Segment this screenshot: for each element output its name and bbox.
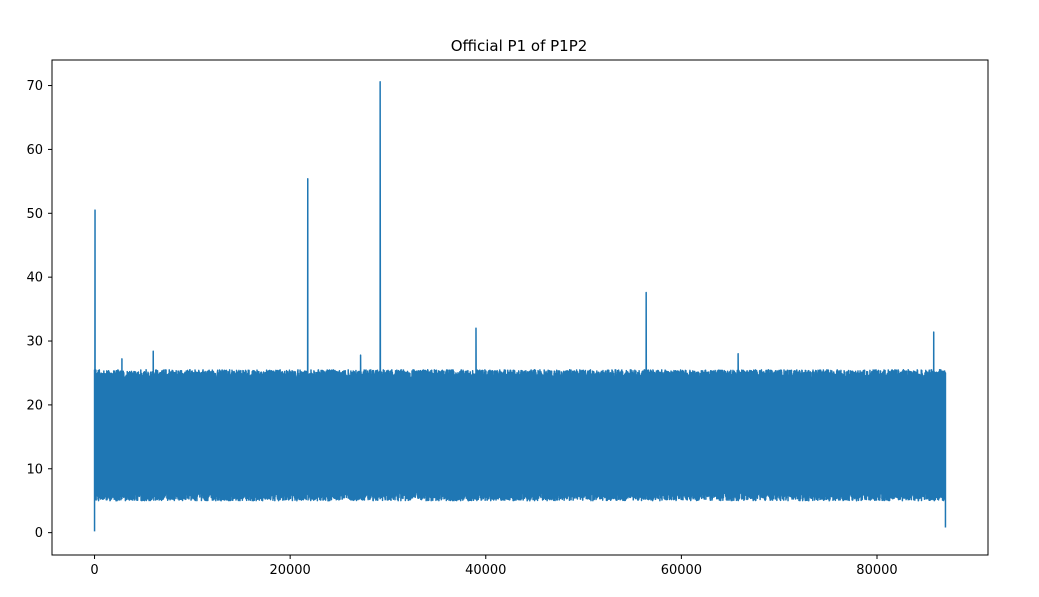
x-tick-label: 60000 — [661, 563, 702, 578]
x-tick-label: 0 — [90, 563, 98, 578]
x-tick-label: 20000 — [269, 563, 310, 578]
y-tick-label: 70 — [26, 79, 43, 94]
y-axis: 0 10 20 30 40 50 60 70 — [26, 79, 52, 541]
plot-area — [93, 80, 947, 532]
y-tick-label: 40 — [26, 271, 43, 286]
y-tick-label: 10 — [26, 462, 43, 477]
chart-title: Official P1 of P1P2 — [451, 37, 588, 55]
x-tick-label: 40000 — [465, 563, 506, 578]
x-tick-label: 80000 — [856, 563, 897, 578]
plot-frame — [51, 59, 989, 556]
y-tick-label: 60 — [26, 143, 43, 158]
y-tick-label: 20 — [26, 398, 43, 413]
y-tick-label: 30 — [26, 335, 43, 350]
series-line — [93, 80, 947, 532]
x-axis: 0 20000 40000 60000 80000 — [90, 555, 898, 578]
y-tick-label: 50 — [26, 207, 43, 222]
y-tick-label: 0 — [35, 526, 43, 541]
